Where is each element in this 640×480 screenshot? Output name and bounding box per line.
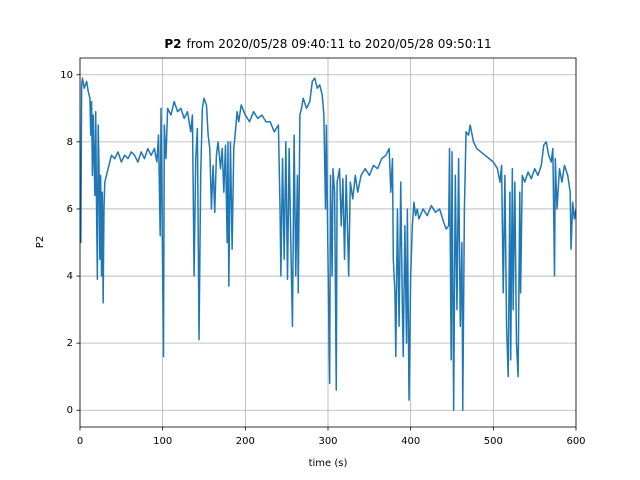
y-tick-label: 0	[67, 405, 73, 416]
x-tick-label: 0	[77, 436, 83, 447]
x-tick-label: 500	[484, 436, 503, 447]
y-axis-label: P2	[35, 236, 46, 248]
title-rest: from 2020/05/28 09:40:11 to 2020/05/28 0…	[186, 37, 491, 51]
y-tick-label: 2	[67, 338, 73, 349]
y-tick-label: 4	[67, 271, 73, 282]
x-tick-label: 400	[401, 436, 420, 447]
x-tick-label: 200	[236, 436, 255, 447]
chart-title: P2 from 2020/05/28 09:40:11 to 2020/05/28…	[164, 37, 491, 51]
data-line	[80, 77, 576, 411]
y-tick-label: 6	[67, 204, 73, 215]
y-tick-label: 8	[67, 137, 73, 148]
x-tick-label: 600	[566, 436, 585, 447]
y-tick-label: 10	[60, 70, 73, 81]
title-bold: P2	[164, 37, 181, 51]
x-tick-label: 100	[153, 436, 172, 447]
x-tick-label: 300	[318, 436, 337, 447]
plot-frame	[79, 57, 577, 428]
x-axis-label: time (s)	[309, 458, 348, 469]
